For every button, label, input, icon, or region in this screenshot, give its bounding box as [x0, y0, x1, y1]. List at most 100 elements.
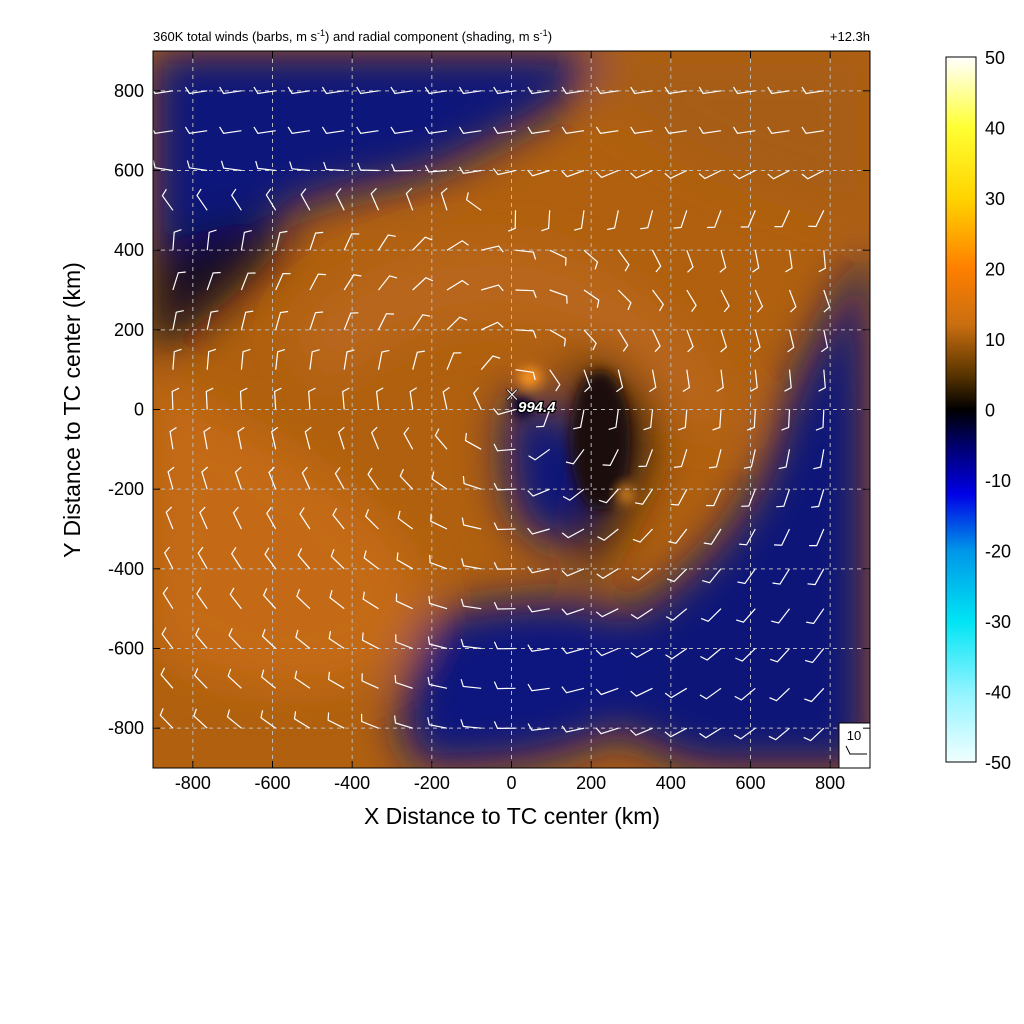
wind-barb: [446, 352, 462, 370]
wind-barb: [287, 86, 310, 95]
wind-barb: [665, 648, 688, 660]
wind-barb: [634, 488, 654, 505]
wind-barb: [330, 548, 345, 570]
wind-barb: [262, 588, 277, 610]
wind-barb: [163, 546, 174, 570]
colorbar: [945, 56, 977, 763]
wind-barb: [813, 449, 825, 470]
wind-barb: [394, 715, 413, 729]
x-tick-label: -200: [414, 773, 450, 793]
wind-barb: [240, 272, 256, 291]
wind-barb: [818, 369, 826, 392]
wind-barb: [378, 275, 398, 291]
wind-barb: [527, 488, 550, 497]
wind-barb: [197, 546, 208, 570]
colorbar-tick-label: -30: [985, 612, 1011, 632]
colorbar-tick-label: -20: [985, 542, 1011, 562]
wind-barb: [304, 426, 312, 450]
wind-barb: [739, 528, 756, 546]
wind-barb: [265, 188, 277, 211]
wind-barb: [342, 387, 350, 410]
wind-barb: [206, 310, 219, 330]
wind-barb: [664, 86, 687, 95]
wind-barb: [630, 647, 653, 659]
wind-barb: [253, 86, 276, 95]
wind-barb: [427, 717, 448, 729]
wind-barb: [343, 274, 362, 291]
wind-barb: [673, 449, 688, 468]
wind-barb: [321, 86, 345, 95]
wind-barb: [629, 727, 653, 736]
wind-barb: [397, 510, 414, 530]
wind-barb: [664, 687, 688, 699]
wind-barb: [771, 608, 790, 624]
shading-small-features: [512, 368, 633, 510]
wind-barb: [161, 188, 174, 211]
wind-barb: [651, 329, 661, 353]
wind-barb: [261, 628, 277, 649]
barb-reference: 10: [838, 722, 870, 768]
wind-barb: [630, 86, 653, 95]
wind-barb: [361, 713, 379, 729]
wind-barb: [740, 210, 756, 228]
wind-barb: [785, 250, 793, 273]
wind-barb: [334, 467, 345, 490]
wind-barb: [230, 547, 242, 570]
colorbar-tick-label: 20: [985, 260, 1005, 280]
wind-barb: [776, 489, 791, 508]
wind-barb: [703, 528, 722, 545]
wind-barb: [733, 727, 756, 740]
wind-barb: [596, 568, 619, 580]
wind-barb: [515, 289, 537, 299]
wind-barb: [493, 86, 516, 95]
wind-barb: [801, 86, 824, 95]
wind-barb: [595, 126, 619, 134]
wind-barb: [598, 488, 619, 504]
wind-barb: [649, 369, 657, 393]
wind-barb: [608, 409, 619, 430]
wind-barb: [294, 670, 311, 689]
colorbar-tick-label: 50: [985, 48, 1005, 68]
wind-barb: [583, 289, 600, 308]
wind-barb: [784, 369, 792, 392]
y-axis-label: Y Distance to TC center (km): [59, 262, 85, 558]
wind-barb: [228, 628, 242, 649]
chart-title: 360K total winds (barbs, m s-1) and radi…: [153, 28, 552, 44]
wind-barb: [561, 608, 585, 616]
wind-barb: [753, 329, 761, 353]
wind-barb: [706, 488, 722, 507]
colorbar-tick-label: 40: [985, 119, 1005, 139]
wind-barb: [640, 210, 654, 230]
wind-barb: [493, 641, 516, 650]
wind-barb: [323, 161, 345, 172]
center-pressure-label: 994.4: [518, 399, 556, 416]
wind-barb: [549, 289, 568, 304]
wind-barb: [159, 708, 174, 729]
wind-barb: [767, 169, 790, 180]
x-tick-label: 200: [576, 773, 606, 793]
wind-barb: [391, 163, 413, 172]
wind-barb: [493, 522, 516, 531]
wind-barb: [390, 86, 413, 95]
colorbar-tick-label: 10: [985, 330, 1005, 350]
wind-barb: [527, 566, 550, 574]
plot-area: × 994.4 10: [153, 51, 870, 768]
wind-barb: [370, 187, 380, 211]
wind-barb: [399, 468, 414, 490]
wind-barb: [219, 126, 242, 134]
wind-barb: [670, 488, 688, 506]
wind-barb: [273, 387, 282, 410]
wind-barb: [527, 169, 550, 177]
wind-barb: [332, 507, 345, 530]
wind-barb: [403, 427, 414, 450]
wind-barb: [651, 249, 662, 273]
wind-barb: [561, 725, 585, 733]
y-tick-label: -400: [108, 559, 144, 579]
wind-barb: [460, 719, 482, 729]
wind-barb: [719, 250, 727, 273]
wind-barb: [583, 369, 591, 393]
wind-barb: [206, 229, 217, 251]
wind-barb: [255, 160, 276, 172]
wind-barb: [184, 86, 208, 95]
wind-barb: [803, 727, 825, 742]
